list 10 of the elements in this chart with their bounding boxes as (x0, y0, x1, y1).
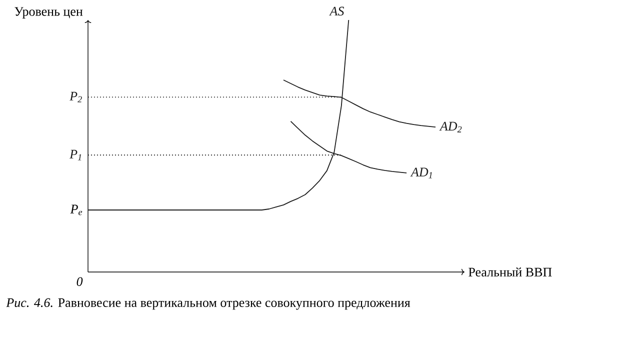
text: P$_{e}$ (70, 204, 82, 216)
series-label: AS (329, 6, 344, 16)
series-label: AD$_{2}$ (439, 122, 462, 132)
y-axis-title: Уровень цен (14, 7, 83, 18)
series-label: AD$_{1}$ (410, 168, 432, 178)
series-label: P$_{2}$ (70, 92, 82, 102)
x-axis-title: Реальный ВВП (468, 267, 552, 277)
text: Рис. 4.6. Равновесие на вертикальном отрезке совокупного предложения (6, 298, 410, 310)
text: 0 (76, 277, 83, 286)
series-label: P$_{1}$ (70, 150, 82, 160)
